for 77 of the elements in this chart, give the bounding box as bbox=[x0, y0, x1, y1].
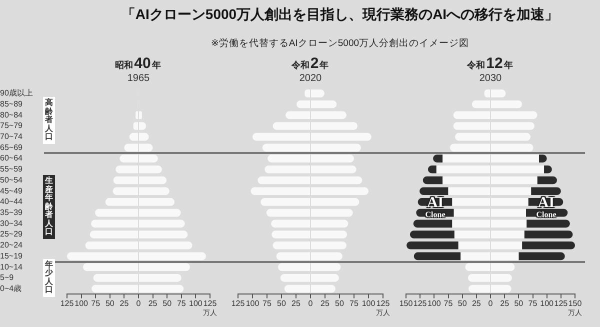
x-tick-label: 125 bbox=[203, 299, 218, 308]
y-tick-label: 30~34 bbox=[0, 218, 24, 228]
y-tick-label: 55~59 bbox=[0, 164, 24, 174]
x-tick-label: 75 bbox=[262, 299, 272, 308]
chart-title: 令和2年 bbox=[290, 55, 329, 72]
chart-title: 令和12年 bbox=[466, 55, 513, 72]
y-tick-label: 0~4歳 bbox=[0, 284, 22, 293]
x-tick-label: 100 bbox=[74, 299, 89, 308]
bar bbox=[537, 176, 557, 184]
x-tick-label: 100 bbox=[540, 299, 554, 308]
y-tick-label: 70~74 bbox=[0, 132, 24, 142]
bar bbox=[522, 241, 575, 250]
bar bbox=[410, 230, 454, 238]
x-tick-label: 150 bbox=[399, 299, 414, 308]
x-tick-label: 125 bbox=[413, 299, 428, 308]
text: 「AIクローン5000万人創出を目指し、現行業務のAIへの移行を加速」 bbox=[120, 6, 560, 24]
x-tick-label: 25 bbox=[320, 299, 330, 308]
x-tick-label: 50 bbox=[458, 299, 468, 308]
group-label-box: 生産年齢者人口 bbox=[43, 175, 55, 239]
bar bbox=[422, 176, 443, 184]
x-tick-label: 50 bbox=[105, 299, 115, 308]
x-tick-label: 25 bbox=[292, 299, 301, 308]
chart-title: 昭和40年 bbox=[115, 55, 161, 72]
x-tick-label: 50 bbox=[162, 299, 172, 308]
x-tick-label: 100 bbox=[362, 299, 376, 308]
x-tick-label: 100 bbox=[189, 299, 203, 308]
x-tick-label: 100 bbox=[427, 299, 442, 308]
x-tick-label: 25 bbox=[148, 299, 158, 308]
y-tick-label: 80~84 bbox=[0, 110, 24, 120]
x-tick-label: 25 bbox=[472, 299, 482, 308]
y-tick-label: 65~69 bbox=[0, 142, 24, 152]
bar bbox=[420, 187, 448, 196]
x-tick-label: 75 bbox=[444, 299, 454, 308]
y-tick-label: 15~19 bbox=[0, 251, 24, 260]
y-tick-label: 35~39 bbox=[0, 208, 24, 218]
chart-subtitle: 2020 bbox=[299, 73, 322, 84]
bar bbox=[518, 252, 565, 260]
bar bbox=[531, 187, 561, 196]
y-tick-label: 20~24 bbox=[0, 240, 24, 250]
x-tick-label: 25 bbox=[500, 299, 510, 308]
chart-subtitle: 2030 bbox=[479, 73, 502, 84]
text: ※労働を代替するAIクローン5000万人分創出のイメージ図 bbox=[210, 37, 470, 50]
chart-subtitle: 1965 bbox=[127, 73, 150, 84]
x-tick-label: 50 bbox=[335, 299, 344, 308]
x-tick-label: 125 bbox=[231, 299, 246, 308]
bar bbox=[413, 220, 452, 228]
bar bbox=[406, 241, 458, 250]
x-tick-label: 0 bbox=[308, 299, 314, 308]
x-tick-label: 50 bbox=[277, 299, 286, 308]
x-tick-label: 125 bbox=[60, 299, 74, 308]
y-tick-label: 5~9 bbox=[0, 273, 14, 282]
x-tick-label: 25 bbox=[120, 299, 130, 308]
bar bbox=[526, 220, 570, 228]
y-tick-label: 50~54 bbox=[0, 175, 24, 184]
y-tick-label: 25~29 bbox=[0, 230, 24, 239]
x-tick-label: 100 bbox=[246, 299, 260, 308]
y-tick-label: 40~44 bbox=[0, 197, 24, 206]
y-tick-label: 90歳以上 bbox=[0, 88, 33, 98]
group-label-box: 年少人口 bbox=[43, 258, 55, 297]
x-tick-label: 75 bbox=[350, 299, 359, 308]
y-tick-label: 75~79 bbox=[0, 121, 24, 130]
x-tick-label: 0 bbox=[136, 299, 142, 308]
y-tick-label: 45~49 bbox=[0, 186, 24, 196]
x-tick-label: 125 bbox=[376, 299, 390, 308]
x-tick-label: 50 bbox=[514, 299, 524, 308]
x-tick-label: 150 bbox=[568, 299, 582, 308]
group-label-box: 高齢者人口 bbox=[43, 97, 55, 144]
y-tick-label: 10~14 bbox=[0, 262, 24, 272]
y-tick-label: 60~64 bbox=[0, 154, 24, 163]
x-tick-label: 75 bbox=[528, 299, 538, 308]
bar bbox=[414, 252, 461, 260]
x-tick-label: 0 bbox=[488, 299, 494, 308]
y-tick-label: 85~89 bbox=[0, 99, 24, 108]
x-tick-label: 125 bbox=[554, 299, 568, 308]
bar bbox=[524, 230, 573, 238]
x-tick-label: 75 bbox=[176, 299, 186, 308]
x-tick-label: 75 bbox=[91, 299, 101, 308]
